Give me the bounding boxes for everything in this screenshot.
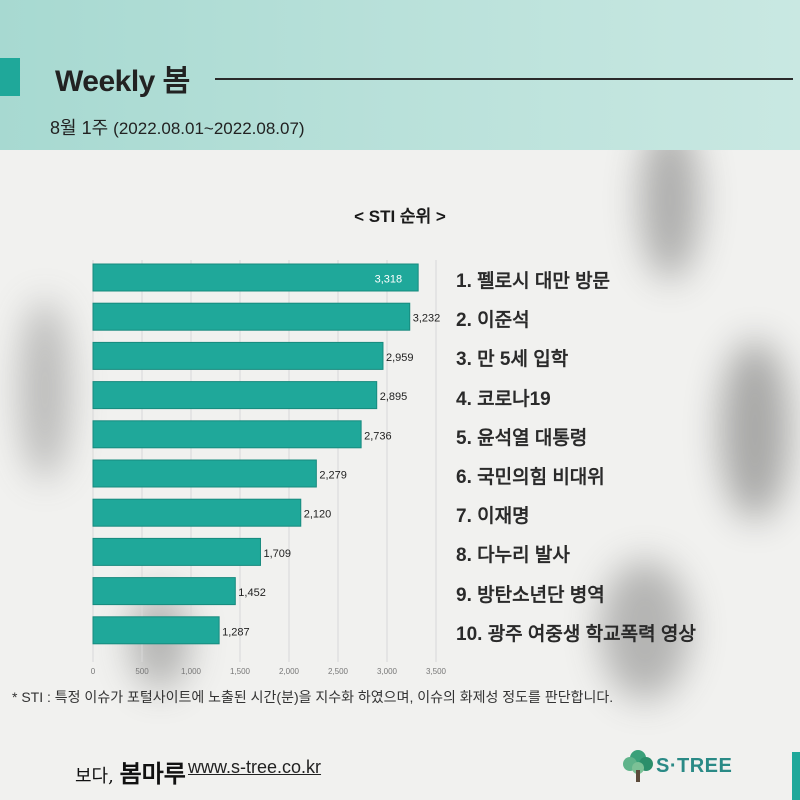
rank-item: 3. 만 5세 입학 <box>456 349 569 371</box>
chart-title: < STI 순위 > <box>354 207 446 226</box>
subtitle: 8월 1주 (2022.08.01~2022.08.07) <box>50 114 305 140</box>
bar-value-label: 2,736 <box>364 430 392 442</box>
bar-value-label: 1,452 <box>238 587 266 599</box>
bar <box>92 263 419 292</box>
bar <box>92 341 384 370</box>
background-figure <box>720 340 790 520</box>
rank-item: 4. 코로나19 <box>456 388 551 410</box>
logo-main: 봄마루 <box>119 759 186 788</box>
bar <box>92 577 236 606</box>
rank-item: 9. 방탄소년단 병역 <box>456 584 605 606</box>
page-title: Weekly 봄 <box>55 65 190 98</box>
bar <box>92 616 220 645</box>
rank-item: 8. 다누리 발사 <box>456 545 570 567</box>
rank-item: 1. 펠로시 대만 방문 <box>456 271 611 292</box>
corner-accent <box>792 752 800 800</box>
rank-item: 10. 광주 여중생 학교폭력 영상 <box>456 623 696 645</box>
date-range: (2022.08.01~2022.08.07) <box>113 119 305 138</box>
bar-value-label: 3,232 <box>413 313 441 325</box>
bar-value-label: 2,895 <box>380 391 408 403</box>
bar-value-label: 1,287 <box>222 626 250 638</box>
background-figure <box>600 560 690 700</box>
week-label: 8월 1주 <box>50 118 109 138</box>
x-tick-label: 1,000 <box>181 667 202 676</box>
bar <box>92 381 378 410</box>
rank-item: 6. 국민의힘 비대위 <box>456 467 605 488</box>
x-tick-label: 0 <box>91 667 96 676</box>
bar <box>92 498 302 527</box>
logo-prefix: 보다, <box>75 766 114 787</box>
x-tick-label: 1,500 <box>230 667 251 676</box>
bar-value-label: 3,318 <box>375 274 403 286</box>
x-tick-label: 2,000 <box>279 667 300 676</box>
bar-value-label: 2,120 <box>304 509 332 521</box>
bar <box>92 537 261 566</box>
footnote: * STI : 특정 이슈가 포털사이트에 노출된 시간(분)을 지수화 하였으… <box>12 689 614 705</box>
x-tick-label: 2,500 <box>328 667 349 676</box>
bar <box>92 302 411 331</box>
brand-name: S·TREE <box>656 755 733 777</box>
x-tick-label: 3,000 <box>377 667 398 676</box>
bommaru-logo: 보다, 봄마루 <box>75 754 186 789</box>
rank-item: 7. 이재명 <box>456 506 530 528</box>
x-tick-label: 3,500 <box>426 667 447 676</box>
bar-value-label: 2,959 <box>386 352 414 364</box>
header-banner: Weekly 봄 8월 1주 (2022.08.01~2022.08.07) <box>0 0 800 150</box>
bar <box>92 420 362 449</box>
background-figure <box>20 300 70 480</box>
rank-item: 2. 이준석 <box>456 310 530 332</box>
title-divider <box>215 78 793 80</box>
bar-value-label: 1,709 <box>263 548 291 560</box>
website-link[interactable]: www.s-tree.co.kr <box>188 757 322 777</box>
header-accent-bar <box>0 58 20 96</box>
bar <box>92 459 317 488</box>
x-tick-label: 500 <box>135 667 149 676</box>
rank-item: 5. 윤석열 대통령 <box>456 427 588 449</box>
tree-logo-icon <box>623 750 653 782</box>
bar-value-label: 2,279 <box>319 470 347 482</box>
